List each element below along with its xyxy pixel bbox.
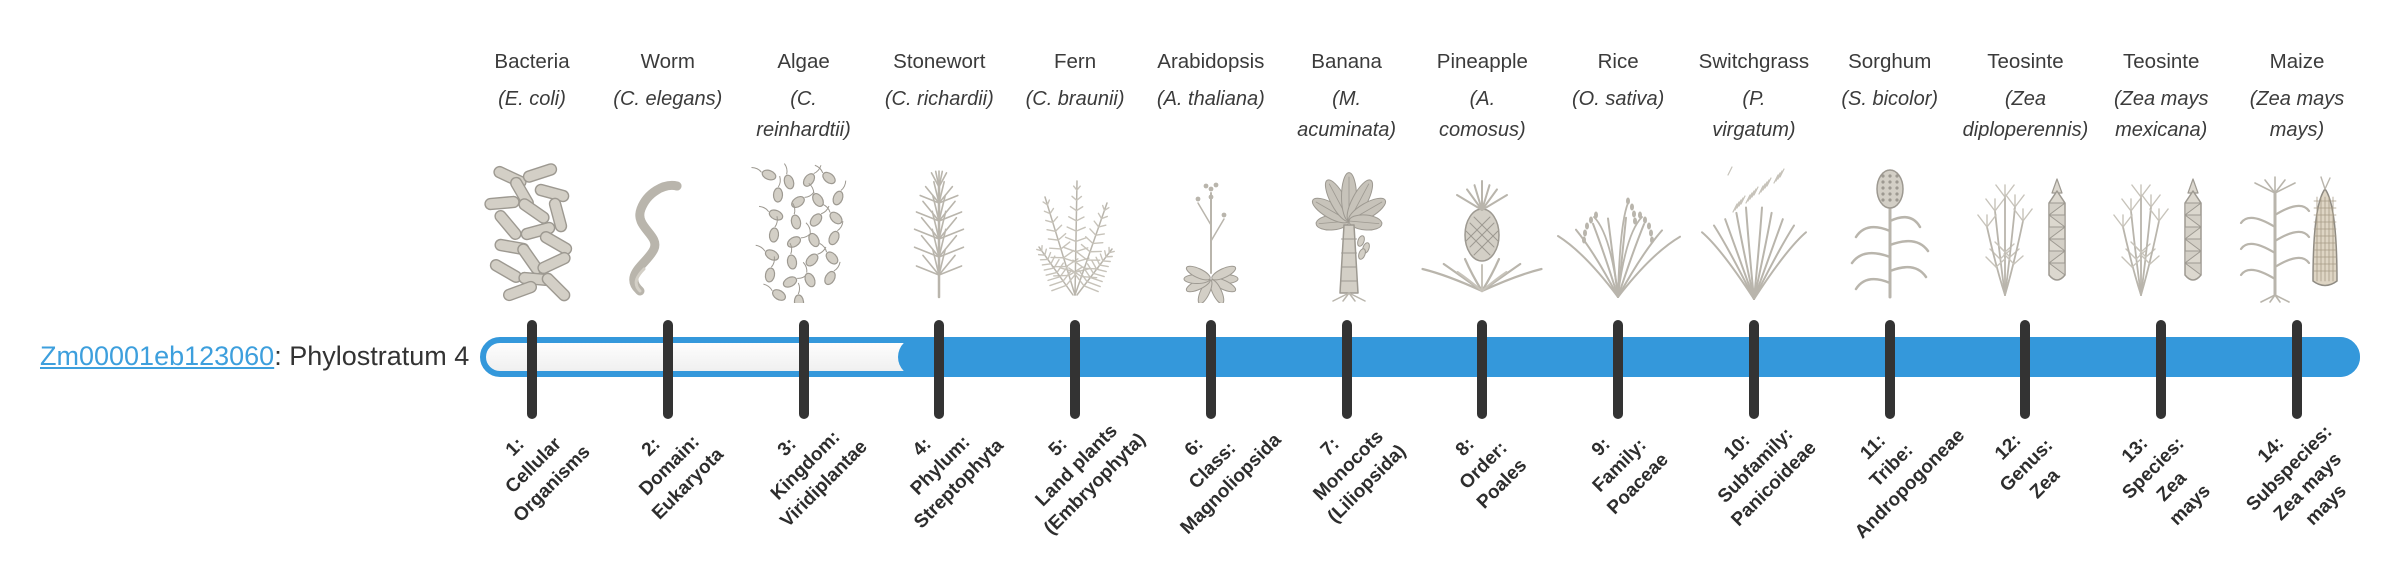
- organism-common-name: Teosinte: [1987, 50, 2064, 73]
- organism-common-name: Maize: [2269, 50, 2325, 73]
- gene-label: Zm00001eb123060: Phylostratum 4: [40, 340, 469, 372]
- teosinte-icon: [2091, 163, 2231, 303]
- stratum-rank-label: 11: Tribe: Andropogoneae: [1850, 425, 1969, 543]
- stratum-rank-label: 3: Kingdom: Viridiplantae: [766, 426, 872, 532]
- organism-common-name: Teosinte: [2123, 50, 2200, 73]
- organism-common-name: Algae: [777, 50, 830, 73]
- stratum-tick: [1477, 320, 1488, 419]
- organism-species-name: (E. coli): [498, 88, 566, 110]
- organism-common-name: Sorghum: [1848, 50, 1932, 73]
- pineapple-icon: [1412, 163, 1552, 303]
- organism-species-name: (A. comosus): [1439, 88, 1526, 141]
- algae-icon: [734, 163, 874, 303]
- organism-species-name: (C. braunii): [1025, 88, 1125, 110]
- stratum-tick: [798, 320, 809, 419]
- worm-icon: [598, 163, 738, 303]
- stratum-rank-label: 8: Order: Poales: [1452, 433, 1532, 514]
- stratum-tick: [1613, 320, 1624, 419]
- organism-common-name: Stonewort: [893, 50, 986, 73]
- stratum-rank-label: 12: Genus: Zea: [1991, 430, 2065, 504]
- organism-species-name: (Zea mays mexicana): [2113, 88, 2209, 141]
- organism-common-name: Arabidopsis: [1157, 50, 1265, 73]
- stratum-rank-label: 14: Subspecies: Zea mays mays: [2242, 421, 2351, 530]
- organism-species-name: (C. elegans): [613, 88, 723, 110]
- stratum-tick: [1748, 320, 1759, 419]
- stratum-tick: [1884, 320, 1895, 419]
- organism-common-name: Rice: [1597, 50, 1639, 73]
- organism-common-name: Switchgrass: [1698, 50, 1810, 73]
- stratum-rank-label: 2: Domain: Eukaryota: [635, 431, 728, 524]
- organism-species-name: (C. richardii): [884, 88, 994, 110]
- organism-common-name: Worm: [640, 50, 695, 73]
- stratum-rank-label: 9: Family: Poaceae: [1588, 433, 1673, 519]
- stratum-rank-label: 7: Monocots (Liliopsida): [1309, 426, 1410, 528]
- stratum-tick: [2156, 320, 2167, 419]
- teosinte-icon: [1955, 163, 2095, 303]
- maize-icon: [2227, 163, 2367, 303]
- stratum-tick: [1205, 320, 1216, 419]
- stratum-tick: [662, 320, 673, 419]
- organism-common-name: Banana: [1311, 50, 1382, 73]
- organism-species-name: (C. reinhardtii): [756, 88, 851, 141]
- organism-species-name: (O. sativa): [1572, 88, 1665, 110]
- stratum-tick: [1341, 320, 1352, 419]
- arabidopsis-icon: [1141, 163, 1281, 303]
- stratum-tick: [527, 320, 537, 419]
- stratum-tick: [2020, 320, 2031, 419]
- gene-phylostratum-text: : Phylostratum 4: [274, 341, 470, 371]
- organism-common-name: Fern: [1053, 50, 1097, 73]
- stratum-tick: [1070, 320, 1081, 419]
- fern-icon: [1005, 163, 1145, 303]
- bacteria-icon: [462, 163, 602, 303]
- stonewort-icon: [869, 163, 1009, 303]
- stratum-rank-label: 6: Class: Magnoliopsida: [1176, 429, 1286, 539]
- stratum-rank-label: 4: Phylum: Streptophyta: [907, 431, 1009, 533]
- organism-species-name: (Zea diploperennis): [1962, 88, 2089, 141]
- stratum-rank-label: 1: Cellular Organisms: [501, 433, 595, 527]
- stratum-rank-label: 13: Species: Zea mays: [2118, 432, 2216, 530]
- gene-id-link[interactable]: Zm00001eb123060: [40, 341, 275, 371]
- organism-species-name: (M. acuminata): [1297, 88, 1397, 141]
- organism-species-name: (S. bicolor): [1841, 88, 1939, 110]
- organism-common-name: Pineapple: [1436, 50, 1528, 73]
- organism-species-name: (A. thaliana): [1156, 88, 1265, 110]
- banana-icon: [1277, 163, 1417, 303]
- stratum-tick: [934, 320, 945, 419]
- stratum-tick: [2292, 320, 2302, 419]
- stratum-rank-label: 5: Land plants (Embryophyta): [1031, 420, 1150, 539]
- sorghum-icon: [1820, 163, 1960, 303]
- timeline-bar-fill: [898, 337, 2360, 377]
- organism-species-name: (Zea mays mays): [2249, 88, 2345, 141]
- organism-common-name: Bacteria: [494, 50, 570, 73]
- organism-species-name: (P. virgatum): [1712, 88, 1796, 141]
- switchgrass-icon: [1684, 163, 1824, 303]
- stratum-rank-label: 10: Subfamily: Panicoideae: [1713, 423, 1821, 531]
- rice-icon: [1548, 163, 1688, 303]
